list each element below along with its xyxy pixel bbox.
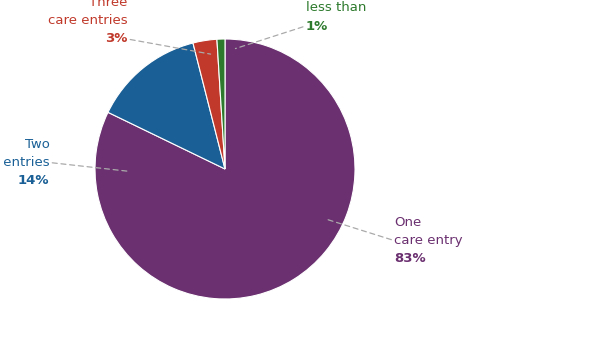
Wedge shape (95, 39, 355, 299)
Text: One: One (394, 216, 421, 229)
Text: care entries: care entries (48, 14, 128, 27)
Wedge shape (193, 39, 225, 169)
Text: Three: Three (89, 0, 128, 9)
Text: less than: less than (305, 1, 366, 14)
Text: 1%: 1% (305, 20, 328, 32)
Wedge shape (217, 39, 225, 169)
Text: care entries: care entries (0, 156, 49, 169)
Text: 3%: 3% (105, 32, 128, 46)
Wedge shape (108, 43, 225, 169)
Text: Two: Two (25, 138, 49, 151)
Text: 14%: 14% (18, 174, 49, 187)
Text: 83%: 83% (394, 252, 425, 265)
Text: care entry: care entry (394, 234, 463, 247)
